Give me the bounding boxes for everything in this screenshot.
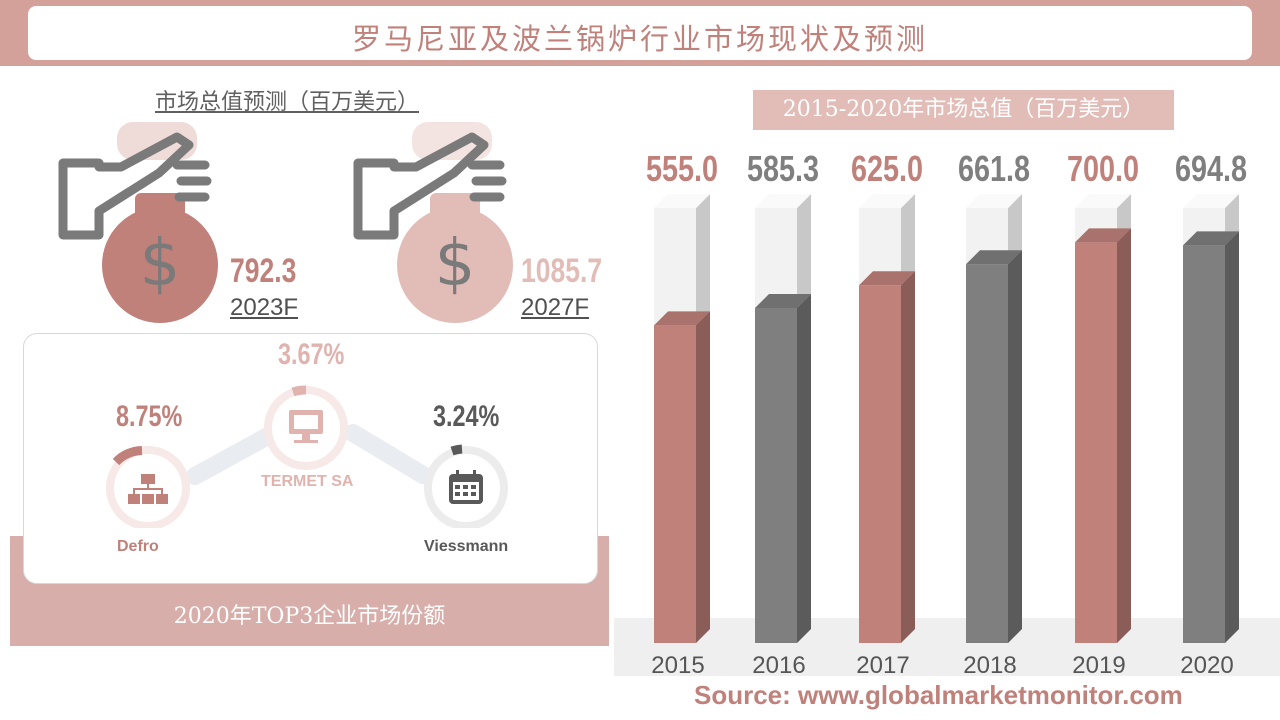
bar-value-2019: 700.0 [1066, 148, 1140, 189]
title-bar [28, 6, 1252, 60]
money-bag-icon: $ [58, 122, 218, 323]
bar-year-2017: 2017 [856, 652, 910, 679]
bar-2015 [654, 325, 696, 643]
viessmann-share-ring [424, 444, 508, 528]
org-chart-icon [128, 474, 168, 504]
bar-top-2017 [859, 271, 915, 286]
bar-side-2015 [696, 311, 710, 643]
bar-year-2020: 2020 [1180, 652, 1234, 679]
defro-name: Defro [117, 538, 159, 555]
bar-ghost-top-2020 [1183, 194, 1239, 208]
monitor-icon [289, 410, 323, 443]
forecast-year-2027: 2027F [521, 294, 590, 321]
bar-top-2018 [966, 250, 1022, 265]
bar-year-2016: 2016 [752, 652, 806, 679]
bar-ghost-top-2016 [755, 194, 811, 208]
bar-year-2015: 2015 [651, 652, 705, 679]
viessmann-name: Viessmann [424, 538, 509, 555]
bar-value-2018: 661.8 [957, 148, 1031, 189]
bar-2020 [1183, 245, 1225, 643]
bar-ghost-top-2018 [966, 194, 1022, 208]
defro-share: 8.75% [116, 400, 183, 433]
bar-2016 [755, 307, 797, 643]
bar-ghost-top-2015 [654, 194, 710, 208]
bar-side-2019 [1117, 228, 1131, 643]
forecast-label: 市场总值预测（百万美元） [155, 90, 420, 115]
source-text: Source: www.globalmarketmonitor.com [694, 680, 1183, 710]
bar-value-2015: 555.0 [645, 148, 719, 189]
bar-side-2016 [797, 293, 811, 643]
bar-year-2018: 2018 [963, 652, 1017, 679]
bar-side-2020 [1225, 231, 1239, 643]
termet-share: 3.67% [278, 338, 345, 371]
bar-side-2017 [901, 271, 915, 643]
termet-name: TERMET SA [261, 473, 354, 490]
termet-share-ring [264, 385, 348, 470]
bar-top-2020 [1183, 231, 1239, 246]
bar-top-2016 [755, 293, 811, 308]
bar-2018 [966, 264, 1008, 643]
calendar-icon [449, 470, 483, 504]
money-bag-icon: $ [353, 122, 513, 323]
svg-text:$: $ [435, 227, 476, 301]
forecast-value-2023: 792.3 [230, 252, 297, 290]
bar-side-2018 [1008, 250, 1022, 643]
forecast-value-2027: 1085.7 [521, 252, 603, 290]
bar-2019 [1075, 242, 1117, 643]
svg-text:$: $ [140, 227, 181, 301]
bar-top-2015 [654, 311, 710, 326]
bar-value-2016: 585.3 [746, 148, 820, 189]
bar-value-2017: 625.0 [850, 148, 924, 189]
bar-value-2020: 694.8 [1174, 148, 1248, 189]
top3-connectors [186, 424, 432, 485]
bar-year-2019: 2019 [1072, 652, 1126, 679]
bar-2017 [859, 285, 901, 643]
chart-title: 2015-2020年市场总值（百万美元） [753, 90, 1174, 130]
chart-floor [614, 618, 1280, 676]
bar-ghost-top-2019 [1075, 194, 1131, 208]
viessmann-share: 3.24% [433, 400, 500, 433]
bar-top-2019 [1075, 228, 1131, 243]
defro-share-ring [106, 446, 190, 528]
page-title: 罗马尼亚及波兰锅炉行业市场现状及预测 [351, 22, 928, 56]
forecast-year-2023: 2023F [230, 294, 299, 321]
bar-ghost-top-2017 [859, 194, 915, 208]
top3-caption: 2020年TOP3企业市场份额 [173, 604, 446, 629]
